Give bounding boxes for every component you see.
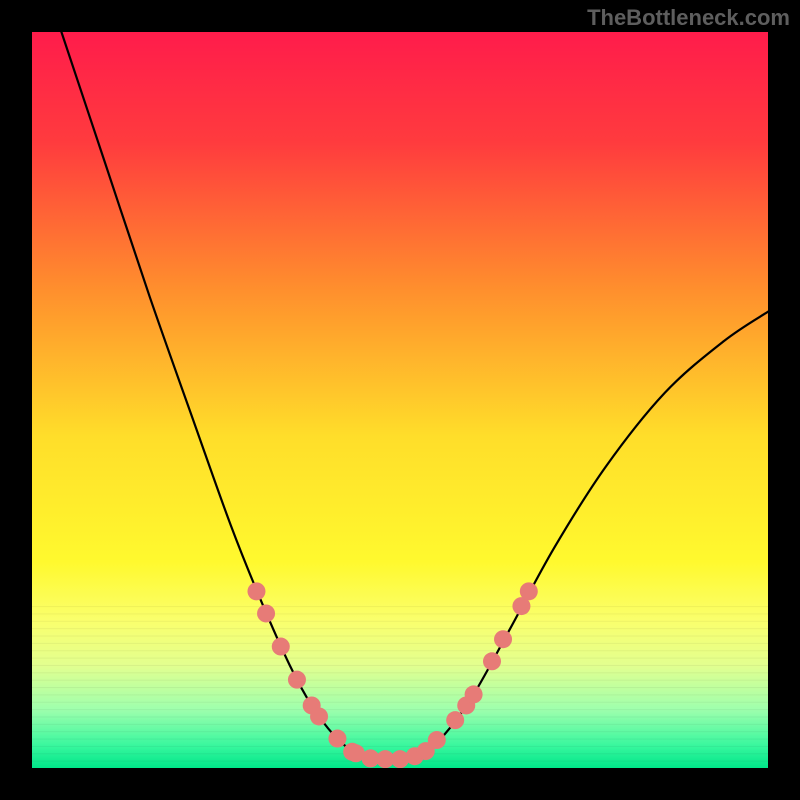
gradient-band-line: [32, 724, 768, 725]
gradient-band-line: [32, 716, 768, 717]
chart-svg: [0, 0, 800, 800]
gradient-band-line: [32, 650, 768, 651]
gradient-band-line: [32, 658, 768, 659]
data-marker: [310, 707, 328, 725]
data-marker: [465, 685, 483, 703]
watermark-text: TheBottleneck.com: [587, 5, 790, 31]
gradient-band-line: [32, 731, 768, 732]
data-marker: [257, 604, 275, 622]
gradient-band-line: [32, 702, 768, 703]
gradient-band-line: [32, 621, 768, 622]
gradient-band-line: [32, 694, 768, 695]
gradient-band-line: [32, 613, 768, 614]
data-marker: [288, 671, 306, 689]
gradient-band-line: [32, 672, 768, 673]
chart-container: TheBottleneck.com: [0, 0, 800, 800]
gradient-band-line: [32, 709, 768, 710]
data-marker: [446, 711, 464, 729]
data-marker: [494, 630, 512, 648]
gradient-band-line: [32, 665, 768, 666]
gradient-band-line: [32, 746, 768, 747]
gradient-band-line: [32, 768, 768, 769]
data-marker: [428, 731, 446, 749]
data-marker: [328, 730, 346, 748]
gradient-band-line: [32, 687, 768, 688]
gradient-band-line: [32, 636, 768, 637]
data-marker: [272, 638, 290, 656]
gradient-band-line: [32, 643, 768, 644]
data-marker: [520, 582, 538, 600]
gradient-band-line: [32, 739, 768, 740]
data-marker: [247, 582, 265, 600]
data-marker: [483, 652, 501, 670]
gradient-band-line: [32, 680, 768, 681]
gradient-band-line: [32, 606, 768, 607]
gradient-band-line: [32, 628, 768, 629]
